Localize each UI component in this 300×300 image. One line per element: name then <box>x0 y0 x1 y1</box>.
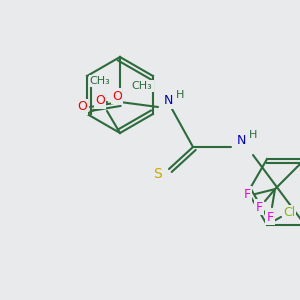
Text: N: N <box>163 94 173 107</box>
Text: O: O <box>95 94 105 107</box>
Text: O: O <box>112 89 122 103</box>
Text: S: S <box>153 167 161 181</box>
Text: CH₃: CH₃ <box>90 76 110 86</box>
Text: H: H <box>176 90 184 100</box>
Text: F: F <box>266 211 274 224</box>
Text: H: H <box>249 130 257 140</box>
Text: Cl: Cl <box>283 206 295 219</box>
Text: CH₃: CH₃ <box>132 81 152 91</box>
Text: N: N <box>236 134 246 148</box>
Text: F: F <box>243 188 250 201</box>
Text: O: O <box>77 100 87 113</box>
Text: F: F <box>255 201 262 214</box>
